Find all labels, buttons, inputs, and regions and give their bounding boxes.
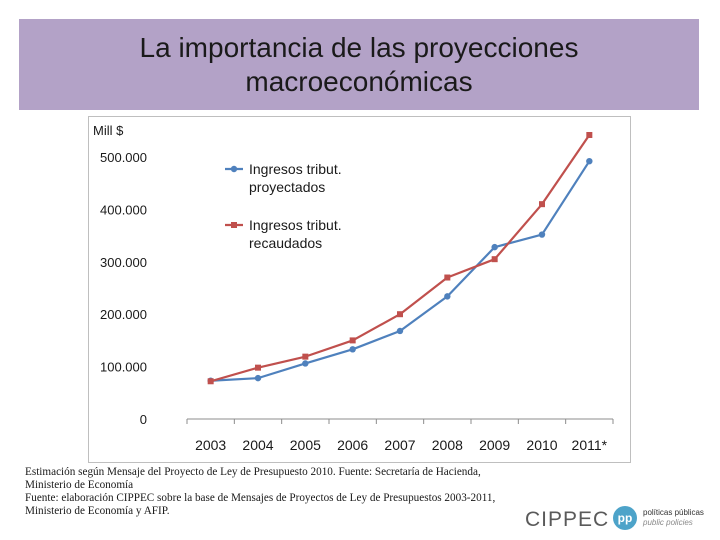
x-tick-label: 2010 (526, 437, 557, 453)
data-point (349, 346, 356, 353)
legend-label: proyectados (249, 179, 325, 195)
chart-frame: Mill $ 0 100.000 200.000 300.000 400.000 500.0… (88, 116, 631, 463)
data-point (586, 157, 593, 165)
footnote-line1: Estimación según Mensaje del Proyecto de… (25, 466, 481, 491)
data-point (302, 353, 309, 360)
cippec-logo: CIPPEC pp políticas públicas public poli… (525, 506, 715, 534)
footnote: Estimación según Mensaje del Proyecto de… (25, 466, 515, 518)
x-tick-label: 2008 (432, 437, 463, 453)
line-chart: Mill $ 0 100.000 200.000 300.000 400.000 500.0… (93, 123, 614, 453)
y-tick-label: 300.000 (100, 255, 147, 270)
legend-marker (230, 165, 238, 173)
y-axis-label: Mill $ (93, 123, 124, 138)
x-tick-label: 2006 (337, 437, 368, 453)
x-tick-label: 2003 (195, 437, 226, 453)
legend-label: recaudados (249, 235, 322, 251)
data-point (444, 293, 451, 300)
y-tick-label: 500.000 (100, 150, 147, 165)
page-title-line2: macroeconómicas (245, 65, 473, 97)
logo-caption: políticas públicas public policies (643, 508, 713, 528)
data-point (586, 131, 593, 138)
logo-caption-line1: políticas públicas (643, 508, 704, 517)
title-band: La importancia de las proyecciones macro… (19, 19, 699, 110)
data-point (491, 256, 498, 263)
y-tick-label: 0 (140, 412, 147, 427)
x-tick-label: 2004 (242, 437, 273, 453)
legend-label: Ingresos tribut. (249, 161, 342, 177)
data-point (538, 231, 546, 238)
data-point (539, 201, 545, 208)
data-point (207, 378, 214, 385)
data-point (254, 374, 262, 382)
data-point (396, 327, 404, 335)
legend-marker (231, 222, 237, 228)
data-point (397, 311, 403, 318)
y-tick-label: 100.000 (100, 360, 147, 375)
logo-caption-line2: public policies (643, 518, 693, 527)
logo-badge-icon: pp (613, 506, 637, 530)
x-tick-label: 2007 (384, 437, 415, 453)
data-point (255, 364, 261, 371)
x-tick-label: 2009 (479, 437, 510, 453)
legend-label: Ingresos tribut. (249, 217, 342, 233)
logo-brand: CIPPEC (525, 508, 610, 531)
y-tick-label: 200.000 (100, 307, 147, 322)
data-point (302, 360, 309, 367)
x-tick-label: 2011* (572, 437, 608, 453)
y-tick-label: 400.000 (100, 202, 147, 217)
data-point (444, 274, 451, 281)
data-point (491, 243, 498, 251)
page-title-line1: La importancia de las proyecciones (139, 31, 579, 63)
x-tick-label: 2005 (290, 437, 321, 453)
footnote-line2: Fuente: elaboración CIPPEC sobre la base… (25, 492, 496, 517)
data-point (349, 337, 356, 344)
